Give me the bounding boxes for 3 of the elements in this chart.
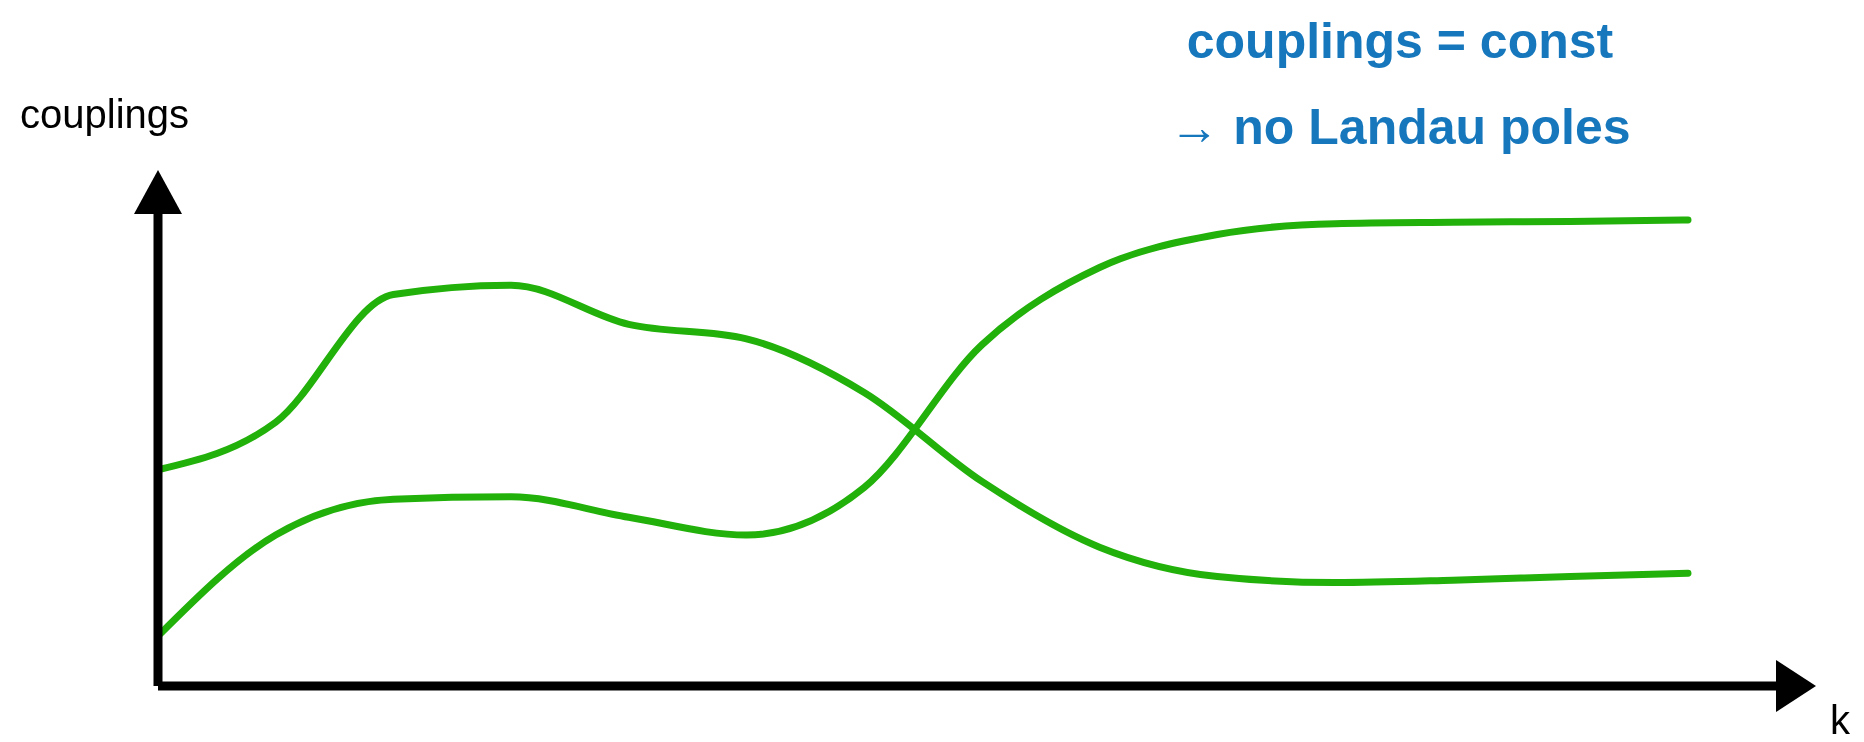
text: couplings = const → no Landau poles xyxy=(1169,13,1631,155)
y-axis-title: couplings xyxy=(20,92,190,136)
x-axis-title: k xyxy=(1830,698,1851,742)
